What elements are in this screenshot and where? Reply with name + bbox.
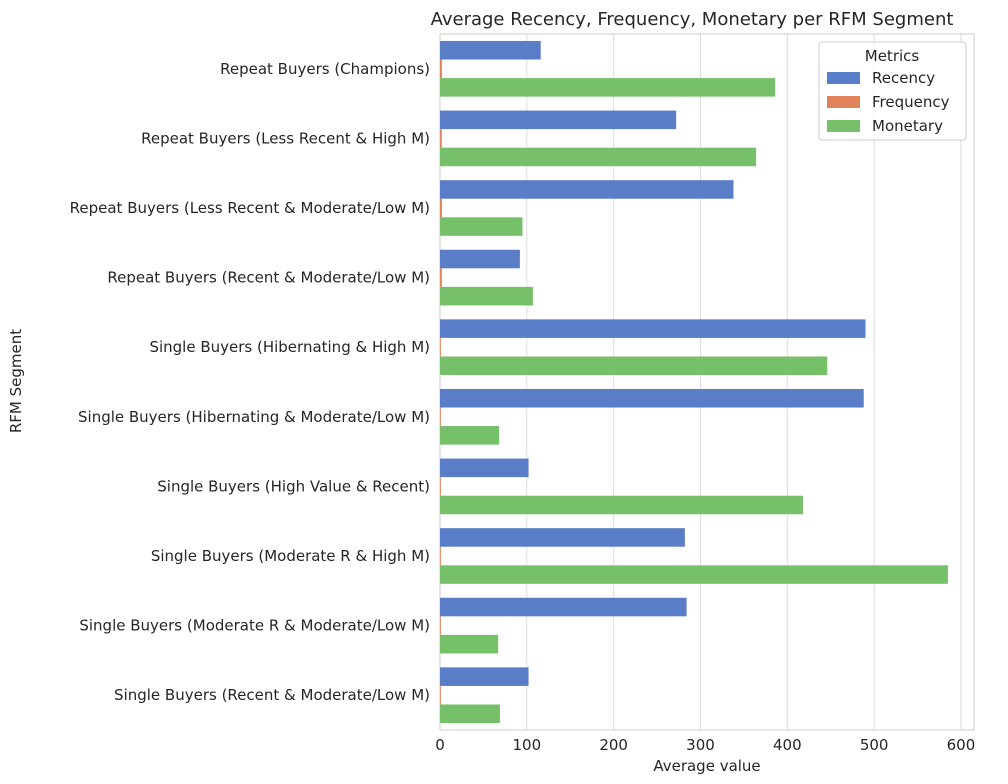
bar-recency <box>440 528 685 547</box>
bar-recency <box>440 667 529 686</box>
bar-monetary <box>440 565 948 584</box>
bar-monetary <box>440 286 533 306</box>
bars-layer <box>440 40 948 724</box>
bar-monetary <box>440 78 776 97</box>
y-axis-title: RFM Segment <box>7 329 25 433</box>
bar-recency <box>440 458 529 478</box>
x-tick-label: 400 <box>773 736 802 754</box>
bar-recency <box>440 319 866 338</box>
bar-frequency <box>440 546 441 566</box>
bar-frequency <box>440 616 441 635</box>
x-axis-title: Average value <box>653 757 760 775</box>
bar-frequency <box>440 268 442 287</box>
x-tick-label: 200 <box>599 736 628 754</box>
chart-title: Average Recency, Frequency, Monetary per… <box>431 9 954 30</box>
legend-frame <box>818 41 967 141</box>
legend-label-monetary: Monetary <box>872 117 943 135</box>
legend-title: Metrics <box>865 47 920 65</box>
bar-frequency <box>440 198 442 218</box>
bar-recency <box>440 249 520 269</box>
plot-frame <box>439 33 975 731</box>
y-tick-label: Single Buyers (High Value & Recent) <box>157 477 430 495</box>
y-tick-label: Repeat Buyers (Champions) <box>220 60 430 78</box>
legend-label-recency: Recency <box>872 69 935 87</box>
y-tick-labels: Repeat Buyers (Champions) Repeat Buyers (… <box>70 60 430 704</box>
x-tick-labels: 0 100 200 300 400 500 600 <box>435 736 975 754</box>
bar-monetary <box>440 634 499 654</box>
x-tick-label: 500 <box>860 736 889 754</box>
bar-monetary <box>440 356 828 376</box>
bar-recency <box>440 110 677 130</box>
x-tick-label: 300 <box>686 736 715 754</box>
bar-frequency <box>440 337 441 357</box>
bar-monetary <box>440 426 500 445</box>
bar-recency <box>440 388 864 408</box>
bar-recency <box>440 40 541 60</box>
y-tick-label: Single Buyers (Moderate R & Moderate/Low… <box>79 617 430 635</box>
y-tick-label: Single Buyers (Recent & Moderate/Low M) <box>114 686 430 704</box>
bar-frequency <box>440 59 442 79</box>
bar-frequency <box>440 477 441 496</box>
legend-swatch-monetary <box>827 120 860 132</box>
bar-frequency <box>440 129 442 148</box>
x-tick-label: 100 <box>513 736 542 754</box>
y-tick-label: Single Buyers (Moderate R & High M) <box>151 547 430 565</box>
legend-items: Recency Frequency Monetary <box>827 69 950 135</box>
bar-monetary <box>440 147 757 167</box>
x-tick-label: 0 <box>435 736 445 754</box>
bar-recency <box>440 597 687 617</box>
x-tick-label: 600 <box>947 736 976 754</box>
y-tick-label: Repeat Buyers (Less Recent & Moderate/Lo… <box>70 199 430 217</box>
legend: Metrics Recency Frequency Monetary <box>818 41 967 141</box>
bar-monetary <box>440 217 523 236</box>
y-tick-label: Repeat Buyers (Recent & Moderate/Low M) <box>107 269 430 287</box>
legend-swatch-recency <box>827 72 860 84</box>
bar-frequency <box>440 407 441 427</box>
legend-label-frequency: Frequency <box>872 93 950 111</box>
y-tick-label: Repeat Buyers (Less Recent & High M) <box>141 129 430 147</box>
y-tick-label: Single Buyers (Hibernating & High M) <box>149 338 430 356</box>
bar-frequency <box>440 685 441 705</box>
bar-monetary <box>440 495 803 515</box>
bar-recency <box>440 180 734 199</box>
bar-monetary <box>440 704 500 724</box>
y-tick-label: Single Buyers (Hibernating & Moderate/Lo… <box>78 408 430 426</box>
legend-swatch-frequency <box>827 96 860 108</box>
